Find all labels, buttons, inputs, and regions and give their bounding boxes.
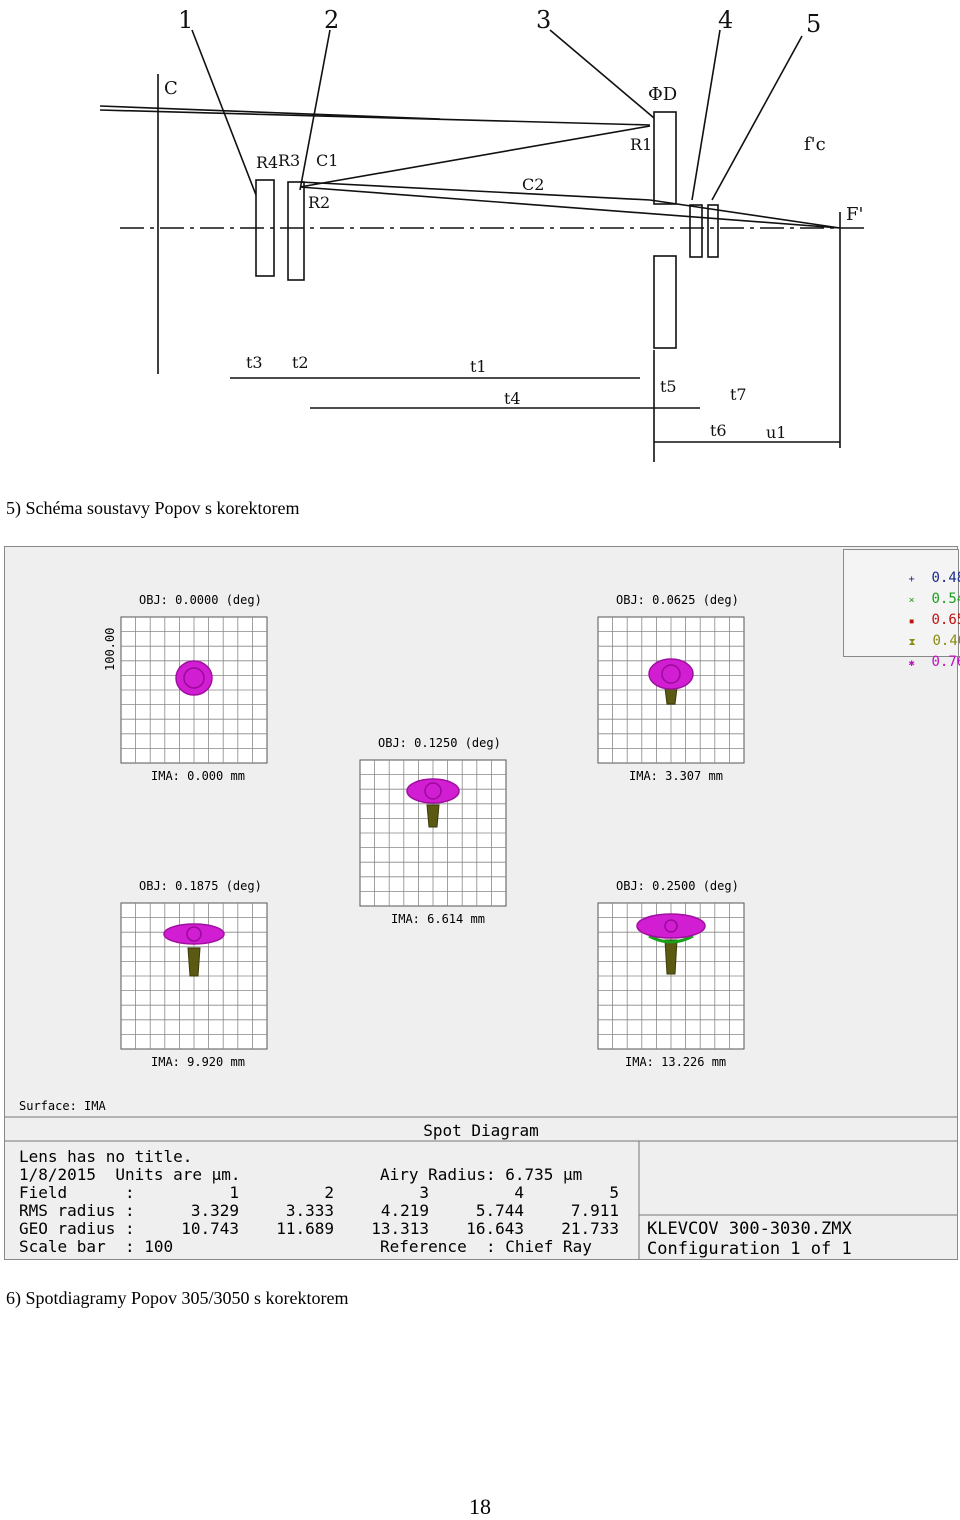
svg-text:f'c: f'c [804, 134, 826, 155]
spot-ring [183, 667, 205, 689]
cell-ima-label: IMA: 13.226 mm [625, 1055, 727, 1069]
cell-obj-label: OBJ: 0.1250 (deg) [378, 736, 501, 750]
spot-cap [636, 913, 706, 939]
spot-cap [175, 660, 213, 696]
svg-text:4: 4 [718, 6, 733, 34]
spot-ring [661, 664, 681, 684]
svg-text:t7: t7 [730, 385, 747, 404]
field-value: 2 [324, 1183, 334, 1202]
field-value: 1 [229, 1183, 239, 1202]
svg-text:3: 3 [536, 6, 551, 34]
field-value: 4 [514, 1183, 524, 1202]
figure-caption-5: 5) Schéma soustavy Popov s korektorem [6, 498, 300, 518]
cell-obj-label: OBJ: 0.0000 (deg) [139, 593, 262, 607]
spot-ring [186, 926, 202, 942]
rms-value: 5.744 [475, 1201, 524, 1220]
svg-text:2: 2 [324, 6, 339, 34]
rms-value: 4.219 [380, 1201, 429, 1220]
field-value: 5 [609, 1183, 619, 1202]
svg-text:R2: R2 [308, 193, 330, 212]
figure-caption-6: 6) Spotdiagramy Popov 305/3050 s korekto… [6, 1288, 349, 1308]
svg-text:t4: t4 [504, 389, 521, 408]
svg-text:F': F' [846, 204, 863, 225]
svg-text:t5: t5 [660, 377, 677, 396]
spot-cap [648, 658, 694, 690]
spot-ring [664, 919, 678, 933]
spot-tail [664, 687, 678, 705]
spot-tail [664, 939, 678, 975]
cell-ima-label: IMA: 9.920 mm [151, 1055, 245, 1069]
geo-value: 11.689 [276, 1219, 334, 1238]
svg-text:u1: u1 [766, 423, 786, 442]
rms-label: RMS radius : [19, 1201, 135, 1220]
wavelength-legend: + 0.4861 × 0.5461 ▪ 0.6563 ⧗ 0.4050 ✱ 0.… [843, 549, 960, 670]
cell-ima-label: IMA: 6.614 mm [391, 912, 485, 926]
file-name: KLEVCOV 300-3030.ZMX [647, 1219, 852, 1239]
geo-value: 13.313 [371, 1219, 429, 1238]
page-number: 18 [469, 1494, 491, 1519]
svg-text:t3: t3 [246, 353, 263, 372]
rms-value: 7.911 [570, 1201, 619, 1220]
surface-label: Surface: IMA [19, 1099, 106, 1113]
spot-green-rays [648, 934, 694, 944]
svg-text:C1: C1 [316, 151, 338, 170]
svg-text:C2: C2 [522, 175, 544, 194]
cell-obj-label: OBJ: 0.0625 (deg) [616, 593, 739, 607]
rms-value: 3.329 [190, 1201, 239, 1220]
cell-obj-label: OBJ: 0.2500 (deg) [616, 879, 739, 893]
cell-obj-label: OBJ: 0.1875 (deg) [139, 879, 262, 893]
svg-text:ΦD: ΦD [648, 84, 677, 105]
svg-text:1: 1 [178, 6, 193, 34]
spot-diagram-panel: + 0.4861 × 0.5461 ▪ 0.6563 ⧗ 0.4050 ✱ 0.… [4, 546, 960, 1260]
reference: Reference : Chief Ray [380, 1237, 592, 1256]
svg-text:R1: R1 [630, 135, 652, 154]
legend-item-3: ▪ 0.6563 [908, 612, 960, 628]
svg-text:R3: R3 [278, 151, 300, 170]
spot-diagram-graphics [5, 616, 957, 1259]
rms-value: 3.333 [285, 1201, 334, 1220]
airy-radius: Airy Radius: 6.735 µm [380, 1165, 583, 1184]
field-value: 3 [419, 1183, 429, 1202]
legend-item-4: ⧗ 0.4050 [908, 633, 960, 649]
configuration: Configuration 1 of 1 [647, 1239, 852, 1259]
spot-cap [163, 923, 225, 945]
field-label: Field : [19, 1183, 135, 1202]
legend-item-2: × 0.5461 [908, 591, 960, 607]
info-line-1: Lens has no title. [19, 1147, 193, 1166]
svg-text:R4: R4 [256, 153, 278, 172]
cell-ima-label: IMA: 3.307 mm [629, 769, 723, 783]
geo-value: 10.743 [181, 1219, 239, 1238]
svg-text:C: C [164, 78, 178, 99]
spot-tail [187, 947, 201, 977]
svg-text:t2: t2 [292, 353, 309, 372]
cell-ima-label: IMA: 0.000 mm [151, 769, 245, 783]
spot-ring [424, 782, 442, 800]
info-line-2: 1/8/2015 Units are µm. [19, 1165, 241, 1184]
svg-text:5: 5 [806, 10, 821, 38]
diagram-title: Spot Diagram [423, 1121, 539, 1140]
svg-text:t1: t1 [470, 357, 487, 376]
scale-bar: Scale bar : 100 [19, 1237, 174, 1256]
geo-label: GEO radius : [19, 1219, 135, 1238]
spot-tail [426, 804, 440, 828]
legend-item-1: + 0.4861 [908, 570, 960, 586]
svg-text:t6: t6 [710, 421, 727, 440]
geo-value: 21.733 [561, 1219, 619, 1238]
geo-value: 16.643 [466, 1219, 524, 1238]
legend-item-5: ✱ 0.7682 [908, 654, 960, 670]
scale-label: 100.00 [103, 627, 117, 671]
spot-cap [406, 778, 460, 804]
